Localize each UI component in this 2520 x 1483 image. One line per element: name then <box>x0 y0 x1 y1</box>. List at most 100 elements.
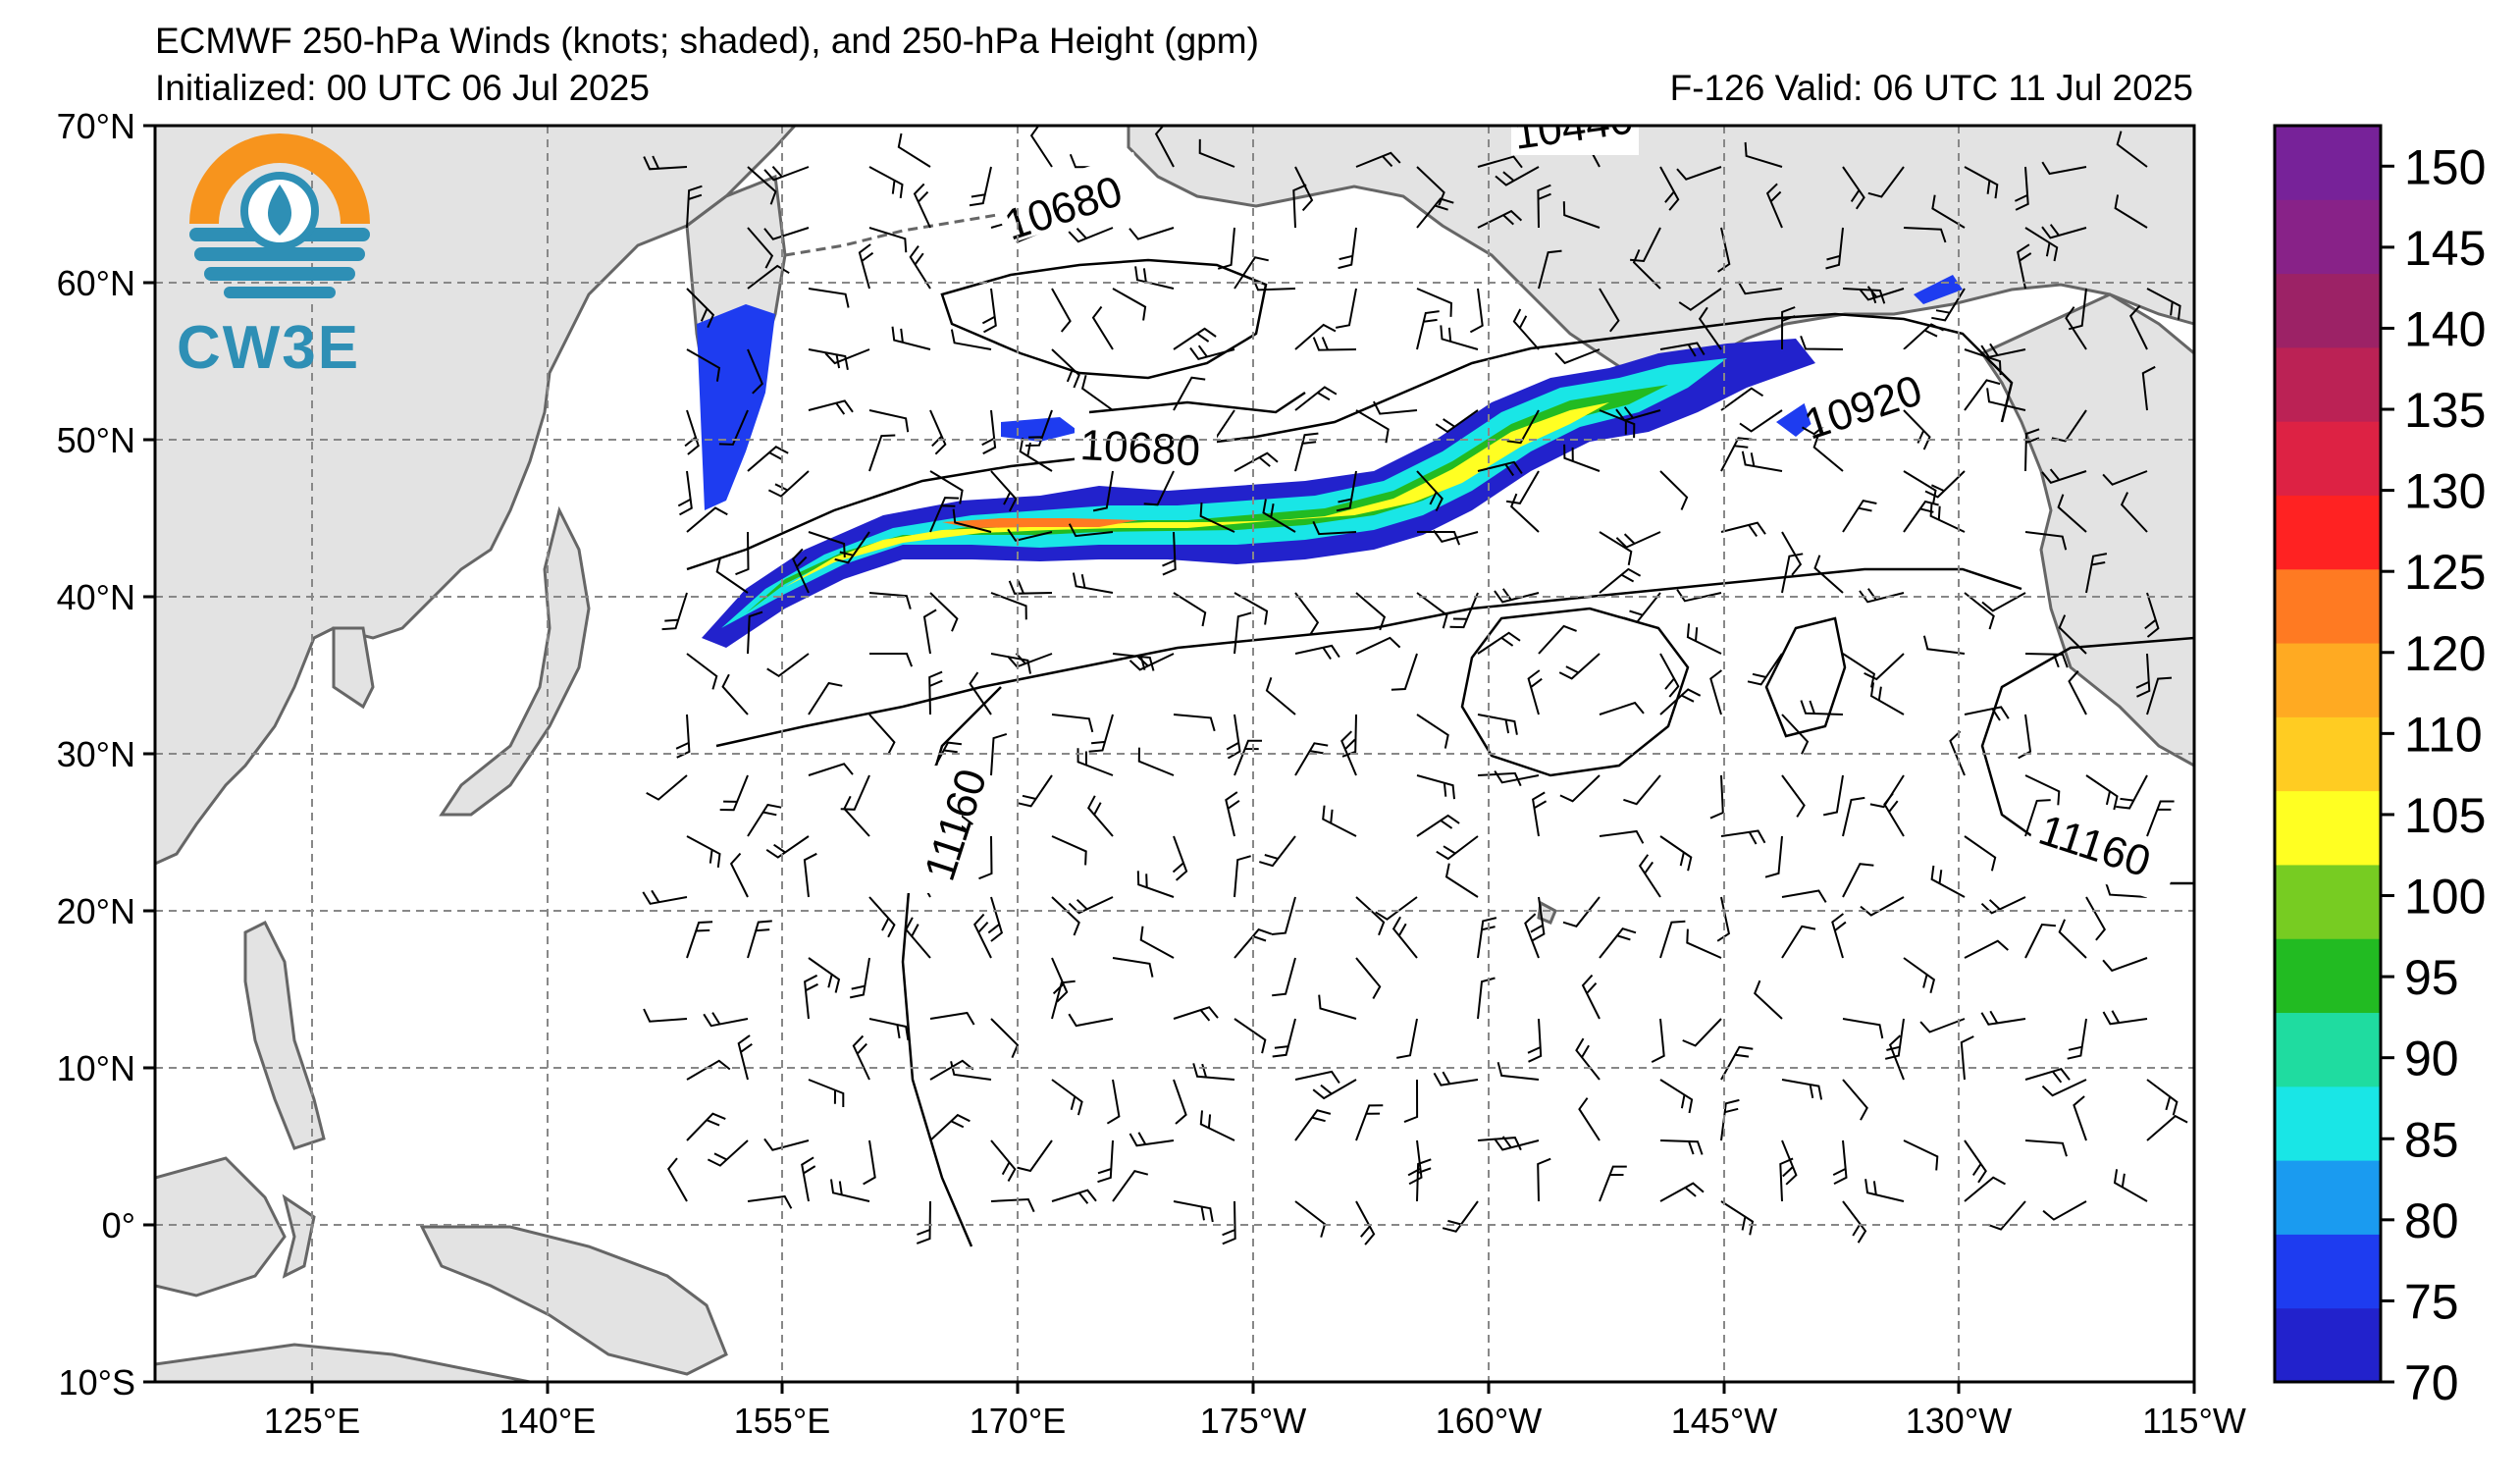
wind-barb <box>1825 227 1844 270</box>
wind-barb <box>868 1018 910 1040</box>
wind-barb <box>1859 286 1905 301</box>
wind-barb <box>646 774 688 801</box>
wind-barb <box>1800 700 1844 715</box>
wind-barb <box>1720 1098 1740 1141</box>
wind-barb <box>677 470 693 516</box>
lon-label: 155°E <box>734 1401 830 1441</box>
wind-barb <box>1964 1139 1987 1184</box>
wind-barb <box>1638 854 1661 898</box>
wind-barb <box>950 329 992 350</box>
wind-barb <box>1623 592 1661 623</box>
wind-barb <box>1964 939 2009 959</box>
wind-barb <box>808 1079 845 1107</box>
wind-barb <box>1137 747 1175 776</box>
wind-barb <box>1506 409 1540 445</box>
wind-barb <box>2024 653 2069 668</box>
wind-barb <box>808 288 850 308</box>
wind-barb <box>1682 1018 1722 1047</box>
wind-barb <box>1964 592 1995 630</box>
wind-barb <box>1779 1157 1794 1202</box>
wind-barb <box>1234 1018 1267 1054</box>
colorbar-bin <box>2275 126 2381 200</box>
colorbar-bin <box>2275 1234 2381 1309</box>
wind-barb <box>1433 529 1479 543</box>
wind-barb <box>1781 306 1796 350</box>
wind-barb <box>1903 957 1936 993</box>
wind-barb <box>1271 896 1296 935</box>
wind-barb <box>1312 337 1357 351</box>
wind-barb <box>2135 653 2151 698</box>
wind-barb <box>2024 1068 2071 1084</box>
wind-barb <box>1340 730 1357 776</box>
wind-barb <box>1007 528 1053 542</box>
colorbar-label: 95 <box>2404 950 2459 1005</box>
wind-barb <box>1686 928 1722 959</box>
wind-barb <box>990 1197 1035 1213</box>
wind-barb <box>1068 227 1114 243</box>
wind-barb <box>1949 730 1966 776</box>
wind-barb <box>2024 428 2040 472</box>
wind-barb <box>1072 572 1114 594</box>
wind-barb <box>1294 742 1329 776</box>
wind-barb <box>929 497 960 533</box>
wind-barb <box>929 592 959 632</box>
wind-barb <box>2102 470 2148 486</box>
wind-barb <box>969 671 992 715</box>
wind-barb <box>1842 796 1865 837</box>
wind-barb <box>1764 835 1783 878</box>
wind-barb <box>2041 1079 2087 1097</box>
wind-barb <box>1924 470 1966 499</box>
wind-barb <box>1294 432 1319 472</box>
wind-barb <box>1134 266 1175 290</box>
wind-barb <box>2024 799 2051 837</box>
lon-label: 170°E <box>970 1401 1066 1441</box>
wind-barb <box>2146 1079 2179 1116</box>
wind-barb <box>1112 957 1154 978</box>
wind-barb <box>1097 1139 1114 1184</box>
wind-barb <box>1403 1079 1419 1124</box>
wind-barb <box>2113 1169 2148 1202</box>
wind-barb <box>804 974 818 1020</box>
colorbar-label: 135 <box>2404 383 2486 438</box>
wind-barb <box>1051 980 1076 1020</box>
wind-barb <box>1747 653 1783 686</box>
wind-barb <box>1312 520 1357 536</box>
wind-barb <box>905 917 931 959</box>
wind-barb <box>1524 913 1540 959</box>
lon-label: 125°E <box>264 1401 360 1441</box>
colorbar-bin <box>2275 790 2381 866</box>
wind-barb <box>1391 916 1418 959</box>
colorbar-label: 145 <box>2404 221 2486 276</box>
wind-barb <box>2114 194 2148 229</box>
wind-barb <box>1222 1200 1236 1245</box>
wind-barb <box>1931 194 1966 229</box>
wind-barb <box>1842 1079 1868 1121</box>
wind-barb <box>1964 166 1999 199</box>
wind-barb <box>1129 653 1175 671</box>
wind-barb <box>1143 470 1175 506</box>
wind-barb <box>1495 166 1540 186</box>
wind-barb <box>1537 1157 1551 1202</box>
colorbar-label: 130 <box>2404 464 2486 519</box>
wind-barb <box>1562 896 1601 927</box>
wind-barb <box>868 227 908 253</box>
wind-barb <box>1051 714 1094 733</box>
wind-barb <box>1449 592 1479 629</box>
wind-barb <box>2058 614 2087 655</box>
wind-barb <box>803 852 817 898</box>
wind-barb <box>686 506 728 533</box>
new-guinea <box>419 1225 728 1376</box>
wind-barb <box>1575 1037 1601 1081</box>
wind-barb <box>1355 957 1382 999</box>
wind-barb <box>2041 224 2087 239</box>
wind-barb <box>1391 653 1418 691</box>
philippines <box>243 920 326 1150</box>
wind-barb <box>2057 494 2087 533</box>
colorbar-label: 75 <box>2404 1274 2459 1329</box>
wind-barb <box>1173 327 1217 350</box>
wind-barb <box>1068 523 1114 538</box>
wind-barb <box>2104 880 2148 898</box>
wind-barb <box>1080 375 1114 411</box>
wind-barb <box>909 245 931 290</box>
lat-labels: 70°N 60°N 50°N 40°N 30°N 20°N 10°N 0° 10… <box>57 106 135 1403</box>
